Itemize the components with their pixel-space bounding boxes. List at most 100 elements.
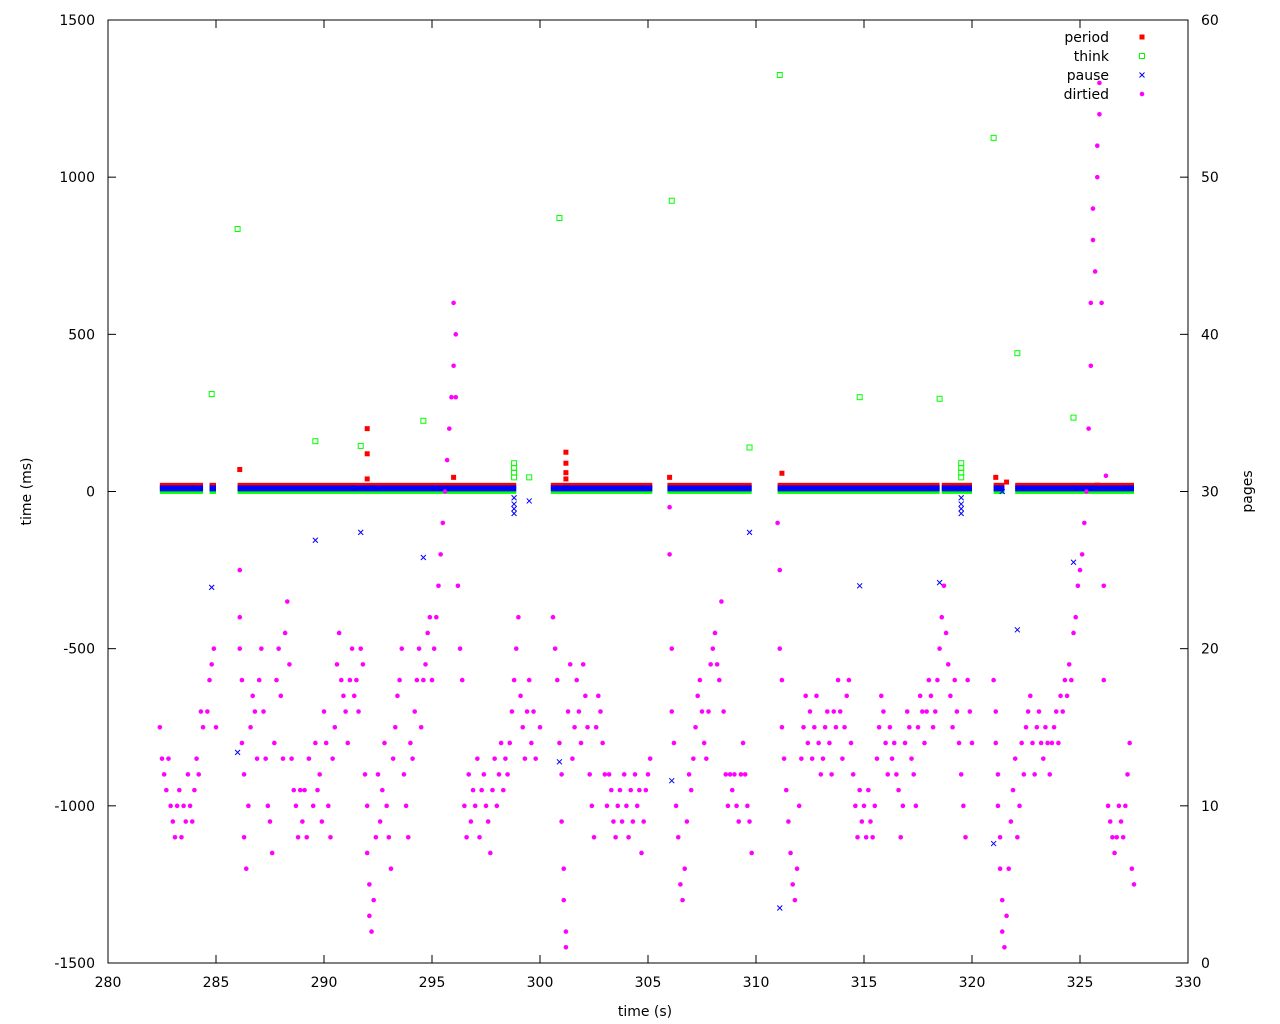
dirtied-point — [300, 819, 305, 824]
dirtied-point — [732, 772, 737, 777]
dirtied-point — [997, 834, 1003, 840]
dirtied-point — [1105, 803, 1111, 809]
dirtied-point — [1010, 787, 1016, 793]
dirtied-point — [524, 709, 530, 714]
dirtied-point — [272, 740, 277, 746]
dirtied-point — [842, 724, 847, 730]
dirtied-point — [734, 803, 739, 809]
legend-item-dirtied: dirtied — [1064, 87, 1145, 103]
y-tick-label: -1000 — [54, 799, 95, 815]
dirtied-point — [708, 662, 713, 667]
y2-tick-label: 60 — [1201, 13, 1219, 29]
dirtied-point — [682, 866, 688, 871]
dirtied-point — [328, 834, 333, 840]
axis-ticks: 280 285 290 295 300 305 310 315 320 325 330-1500-1… — [54, 13, 1219, 991]
think-point — [1070, 414, 1077, 421]
dirtied-point — [913, 803, 919, 809]
dirtied-point — [392, 724, 398, 730]
pause-point — [208, 584, 215, 591]
think-point — [312, 438, 319, 445]
dirtied-point — [634, 803, 640, 809]
dirtied-point — [606, 772, 612, 777]
dirtied-point — [596, 693, 601, 699]
dirtied-point — [470, 787, 476, 793]
dirtied-point — [624, 803, 629, 809]
dirtied-point — [736, 819, 742, 824]
period-point — [993, 474, 999, 480]
dirtied-point — [187, 803, 193, 809]
dirtied-point — [194, 756, 199, 761]
dirtied-point — [472, 803, 478, 809]
dirtied-point — [319, 819, 325, 824]
dirtied-point — [440, 520, 446, 526]
x-tick-label: 295 — [419, 975, 446, 991]
think-point — [958, 474, 965, 481]
dirtied-point — [250, 693, 256, 699]
dirtied-point — [181, 803, 186, 809]
dirtied-point — [853, 803, 858, 809]
dirtied-point — [429, 677, 435, 683]
dirtied-point — [1023, 724, 1029, 730]
dirtied-point — [1069, 677, 1074, 683]
dirtied-point — [829, 772, 834, 777]
dirtied-point — [414, 677, 420, 683]
dirtied-point — [310, 803, 316, 809]
dirtied-point — [589, 803, 595, 809]
dirtied-point — [712, 630, 718, 636]
dirtied-point — [375, 772, 381, 777]
dirtied-point — [166, 756, 171, 761]
x-tick-label: 315 — [851, 975, 878, 991]
dirtied-point — [846, 677, 852, 683]
dirtied-point — [388, 866, 394, 871]
dirtied-point — [820, 756, 826, 761]
dirtied-point — [213, 724, 219, 730]
dirtied-point — [362, 772, 368, 777]
dirtied-point — [438, 552, 443, 557]
dirtied-point — [239, 740, 245, 746]
dirtied-point — [591, 834, 597, 840]
dirtied-point — [714, 662, 720, 667]
dirtied-point — [777, 646, 783, 651]
dirtied-point — [600, 740, 605, 746]
pause-point — [1014, 626, 1021, 633]
dirtied-point — [911, 772, 916, 777]
period-point — [563, 460, 569, 466]
dirtied-point — [641, 819, 646, 824]
y-axis-title: time (ms) — [19, 458, 35, 526]
dirtied-point — [237, 614, 243, 620]
dirtied-point — [719, 599, 724, 604]
dirtied-point — [615, 803, 621, 809]
dirtied-point — [898, 834, 904, 840]
dirtied-point — [239, 677, 245, 683]
dirtied-point — [775, 520, 780, 526]
think-point — [511, 474, 518, 481]
dirtied-point — [1047, 772, 1053, 777]
dirtied-point — [840, 756, 845, 761]
dirtied-point — [475, 756, 480, 761]
y-tick-label: 500 — [68, 327, 95, 343]
dirtied-point — [183, 819, 189, 824]
dirtied-point — [189, 819, 195, 824]
dirtied-point — [604, 803, 610, 809]
think-point — [420, 417, 427, 424]
dirtied-point — [380, 787, 385, 793]
dirtied-point — [1129, 866, 1135, 871]
period-point — [237, 466, 243, 472]
dirtied-point — [878, 693, 884, 699]
dirtied-point — [386, 834, 392, 840]
dirtied-point — [425, 630, 430, 636]
period-point — [451, 474, 457, 480]
dirtied-point — [503, 756, 508, 761]
dirtied-point — [639, 850, 644, 856]
dirtied-point — [1131, 882, 1137, 887]
think-point — [526, 474, 533, 481]
dirtied-point — [557, 740, 562, 746]
dirtied-point — [243, 866, 249, 871]
think-point — [556, 215, 563, 222]
dirtied-point — [837, 709, 843, 714]
dirtied-point — [686, 772, 692, 777]
dirtied-point — [855, 834, 860, 840]
pause-point — [668, 777, 675, 784]
dirtied-point — [246, 803, 251, 809]
y2-tick-label: 20 — [1201, 642, 1219, 658]
